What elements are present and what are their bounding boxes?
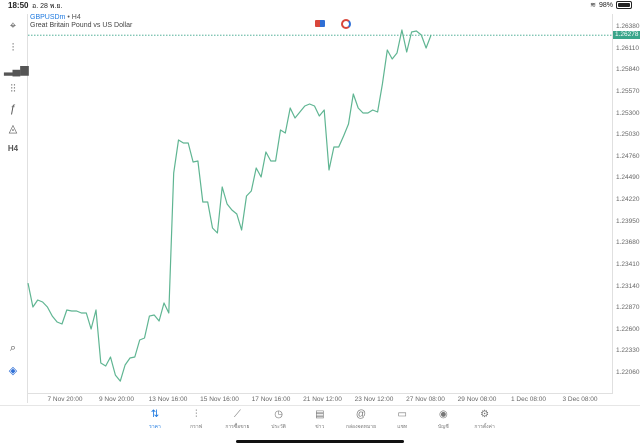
news-icon: ▤ <box>315 409 325 420</box>
tab-quotes[interactable]: ⇅ ราคา <box>130 409 180 431</box>
tab-label: การตั้งค่า <box>474 424 495 430</box>
time-tick-label: 3 Dec 08:00 <box>562 396 598 403</box>
current-price-tag: 1.26278 <box>613 31 640 40</box>
price-tick-label: 1.24220 <box>616 196 640 203</box>
tab-account[interactable]: ◉ บัญชี <box>418 409 468 431</box>
tab-mailbox[interactable]: @ กล่องจดหมาย <box>336 409 386 431</box>
price-tick-label: 1.23680 <box>616 239 640 247</box>
chart-area[interactable] <box>27 14 613 394</box>
time-tick-label: 13 Nov 16:00 <box>148 396 188 403</box>
symbol-title[interactable]: GBPUSDm • H4 <box>30 14 81 21</box>
tab-label: กล่องจดหมาย <box>345 424 377 430</box>
chat-icon: ▭ <box>397 409 407 420</box>
time-tick-label: 27 Nov 08:00 <box>406 396 445 403</box>
tab-label: ข่าว <box>315 424 325 430</box>
price-tick-label: 1.23410 <box>616 260 640 268</box>
chart-icon: ⫶ <box>194 409 198 420</box>
tab-label: กราฟ <box>190 424 203 430</box>
zoom-chart-icon[interactable]: ⌕ <box>9 342 17 354</box>
status-date: อ. 28 พ.ย. <box>32 3 63 10</box>
time-tick-label: 29 Nov 08:00 <box>457 396 497 403</box>
price-tick-label: 1.26110 <box>616 44 640 52</box>
tab-chart[interactable]: ⫶ กราฟ <box>171 409 221 431</box>
function-icon[interactable]: ƒ <box>9 103 17 115</box>
price-chart <box>27 29 612 382</box>
status-time: 18:50 <box>8 1 29 10</box>
price-tick-label: 1.25570 <box>616 87 640 95</box>
price-tick-label: 1.23950 <box>616 217 640 225</box>
time-tick-label: 9 Nov 20:00 <box>98 396 135 403</box>
bottom-tab-bar: ⇅ ราคา ⫶ กราฟ ⟋ การซื้อขาย ◷ ประวัติ ▤ ข่าว @ กล่อง… <box>0 405 640 434</box>
tab-label: บัญชี <box>437 424 449 430</box>
status-indicators: ≋ 98% <box>590 1 632 9</box>
battery-percent: 98% <box>598 1 613 9</box>
home-indicator[interactable] <box>236 440 404 443</box>
time-tick-label: 21 Nov 12:00 <box>303 396 342 403</box>
candlestick-icon[interactable]: ⫶ <box>11 42 15 54</box>
tab-news[interactable]: ▤ ข่าว <box>295 409 345 431</box>
price-tick-label: 1.22600 <box>616 325 640 333</box>
tab-settings[interactable]: ⚙ การตั้งค่า <box>460 409 510 431</box>
one-click-trading-icon[interactable] <box>315 20 325 27</box>
settings-icon: ⚙ <box>480 409 490 420</box>
tab-label: การซื้อขาย <box>225 424 250 430</box>
time-tick-label: 23 Nov 12:00 <box>354 396 394 403</box>
broker-logo-icon[interactable]: ◈ <box>8 365 18 377</box>
quotes-icon: ⇅ <box>150 409 160 420</box>
price-tick-label: 1.24490 <box>616 174 640 182</box>
price-tick-label: 1.22330 <box>616 347 640 355</box>
account-icon: ◉ <box>439 409 448 420</box>
mailbox-icon: @ <box>355 409 367 420</box>
objects-icon[interactable]: ◬ <box>8 123 18 135</box>
timer-icon[interactable] <box>341 19 351 29</box>
tab-label: ราคา <box>149 424 161 430</box>
tab-trade[interactable]: ⟋ การซื้อขาย <box>212 409 262 431</box>
time-tick-label: 7 Nov 20:00 <box>47 396 83 403</box>
separator: • <box>67 14 70 21</box>
price-tick-label: 1.25840 <box>616 66 640 74</box>
price-series-line <box>27 29 432 382</box>
price-tick-label: 1.25030 <box>616 131 640 139</box>
chart-toolbar: ⌖ ⫶ ▂▄▆ ⫶⫶ ƒ ◬ H4 ⌕ ◈ <box>0 14 29 403</box>
symbol-name: GBPUSDm <box>30 14 66 21</box>
battery-icon <box>616 1 632 9</box>
price-tick-label: 1.24760 <box>616 152 640 160</box>
history-icon: ◷ <box>274 409 283 420</box>
time-tick-label: 17 Nov 16:00 <box>251 396 291 403</box>
symbol-description: Great Britain Pound vs US Dollar <box>30 22 133 29</box>
price-tick-label: 1.22870 <box>616 304 640 312</box>
tab-history[interactable]: ◷ ประวัติ <box>254 409 304 431</box>
tab-label: แชท <box>397 424 408 430</box>
tab-label: ประวัติ <box>271 424 286 430</box>
price-tick-label: 1.23140 <box>616 282 640 290</box>
time-tick-label: 15 Nov 16:00 <box>200 396 239 403</box>
trade-icon: ⟋ <box>233 409 241 420</box>
wifi-icon: ≋ <box>590 2 596 9</box>
time-tick-label: 1 Dec 08:00 <box>510 396 547 403</box>
price-tick-label: 1.26380 <box>616 23 640 30</box>
price-tick-label: 1.25300 <box>616 109 640 117</box>
price-tick-label: 1.22060 <box>616 369 640 376</box>
sliders-icon[interactable]: ⫶⫶ <box>10 83 16 95</box>
timeframe-label: H4 <box>71 14 81 21</box>
tab-chat[interactable]: ▭ แชท <box>377 409 427 431</box>
timeframe-button[interactable]: H4 <box>7 144 19 153</box>
crosshair-icon[interactable]: ⌖ <box>9 20 17 32</box>
